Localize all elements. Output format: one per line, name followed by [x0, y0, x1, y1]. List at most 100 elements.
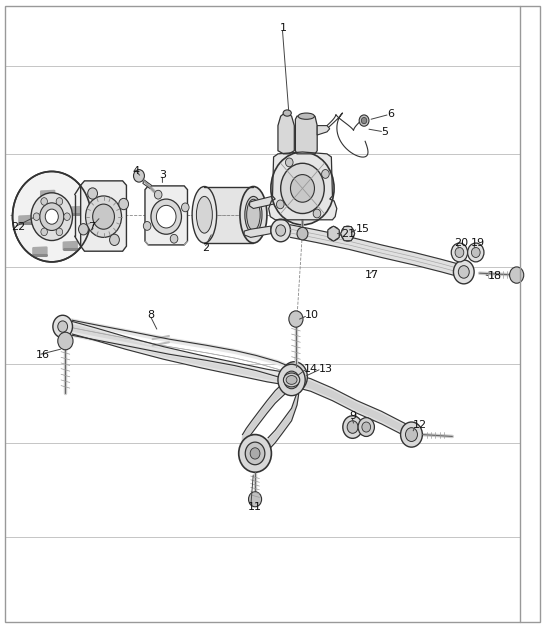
Text: 19: 19	[470, 238, 485, 248]
Circle shape	[276, 200, 284, 208]
Circle shape	[33, 213, 40, 220]
Circle shape	[281, 163, 324, 214]
Polygon shape	[81, 181, 126, 251]
Circle shape	[245, 442, 265, 465]
Circle shape	[510, 267, 524, 283]
Circle shape	[13, 171, 91, 262]
Circle shape	[297, 227, 308, 240]
Circle shape	[170, 234, 178, 243]
Circle shape	[276, 225, 286, 236]
Text: 6: 6	[387, 109, 394, 119]
Circle shape	[56, 228, 63, 236]
Circle shape	[451, 243, 468, 262]
Polygon shape	[341, 227, 355, 241]
Polygon shape	[72, 325, 292, 383]
Circle shape	[322, 170, 329, 178]
Ellipse shape	[247, 199, 260, 230]
Circle shape	[343, 416, 362, 438]
Circle shape	[119, 198, 129, 210]
Circle shape	[78, 224, 88, 235]
Polygon shape	[268, 374, 299, 450]
Text: 10: 10	[305, 310, 319, 320]
Text: 11: 11	[248, 502, 262, 512]
Ellipse shape	[298, 113, 314, 119]
Polygon shape	[250, 196, 274, 208]
Text: 5: 5	[382, 127, 389, 137]
Circle shape	[151, 199, 181, 234]
Circle shape	[453, 260, 474, 284]
Text: 4: 4	[132, 166, 140, 176]
Polygon shape	[145, 186, 187, 245]
Ellipse shape	[240, 187, 267, 243]
Circle shape	[88, 188, 98, 199]
Circle shape	[347, 421, 358, 433]
Polygon shape	[292, 374, 412, 440]
Text: 18: 18	[488, 271, 502, 281]
Circle shape	[405, 428, 417, 441]
Circle shape	[401, 422, 422, 447]
Circle shape	[289, 311, 303, 327]
Circle shape	[271, 152, 334, 225]
Polygon shape	[269, 152, 337, 220]
Text: 20: 20	[454, 238, 468, 248]
Circle shape	[93, 204, 114, 229]
Text: 14: 14	[304, 364, 318, 374]
Polygon shape	[290, 225, 462, 278]
Circle shape	[290, 175, 314, 202]
Circle shape	[281, 362, 307, 392]
Circle shape	[31, 193, 72, 241]
Text: 2: 2	[202, 243, 209, 253]
Circle shape	[143, 222, 151, 230]
Polygon shape	[317, 126, 330, 135]
Text: 12: 12	[413, 420, 427, 430]
Circle shape	[45, 209, 58, 224]
Circle shape	[468, 243, 484, 262]
Circle shape	[341, 226, 354, 241]
Circle shape	[58, 332, 73, 350]
Circle shape	[287, 369, 301, 385]
Polygon shape	[292, 377, 412, 436]
Circle shape	[239, 435, 271, 472]
Polygon shape	[143, 180, 152, 188]
Polygon shape	[295, 116, 317, 154]
Polygon shape	[204, 187, 253, 243]
Polygon shape	[278, 113, 294, 154]
Circle shape	[86, 196, 122, 237]
Text: 15: 15	[355, 224, 370, 234]
Text: 7: 7	[88, 222, 95, 232]
Ellipse shape	[286, 376, 297, 384]
Circle shape	[249, 492, 262, 507]
Circle shape	[359, 115, 369, 126]
Text: 1: 1	[280, 23, 287, 33]
Circle shape	[455, 247, 464, 257]
Circle shape	[64, 213, 70, 220]
Circle shape	[250, 448, 260, 459]
Ellipse shape	[283, 110, 292, 116]
Circle shape	[362, 422, 371, 432]
Ellipse shape	[245, 197, 262, 233]
Circle shape	[278, 364, 305, 396]
Polygon shape	[328, 226, 339, 241]
Ellipse shape	[283, 373, 300, 387]
Circle shape	[181, 203, 189, 212]
Circle shape	[471, 247, 480, 257]
Circle shape	[284, 371, 299, 389]
Ellipse shape	[196, 197, 213, 233]
Polygon shape	[243, 377, 292, 444]
Text: 16: 16	[35, 350, 50, 360]
Circle shape	[328, 227, 340, 241]
Circle shape	[271, 219, 290, 242]
Text: 17: 17	[365, 270, 379, 280]
Polygon shape	[243, 374, 292, 447]
Circle shape	[134, 170, 144, 182]
Text: 13: 13	[319, 364, 333, 374]
Circle shape	[53, 315, 72, 338]
Circle shape	[313, 209, 321, 218]
Circle shape	[41, 198, 47, 205]
Circle shape	[286, 158, 293, 167]
Text: 9: 9	[349, 411, 356, 421]
Polygon shape	[244, 226, 271, 237]
Circle shape	[154, 190, 162, 199]
Text: 8: 8	[147, 310, 154, 320]
Polygon shape	[268, 377, 299, 447]
